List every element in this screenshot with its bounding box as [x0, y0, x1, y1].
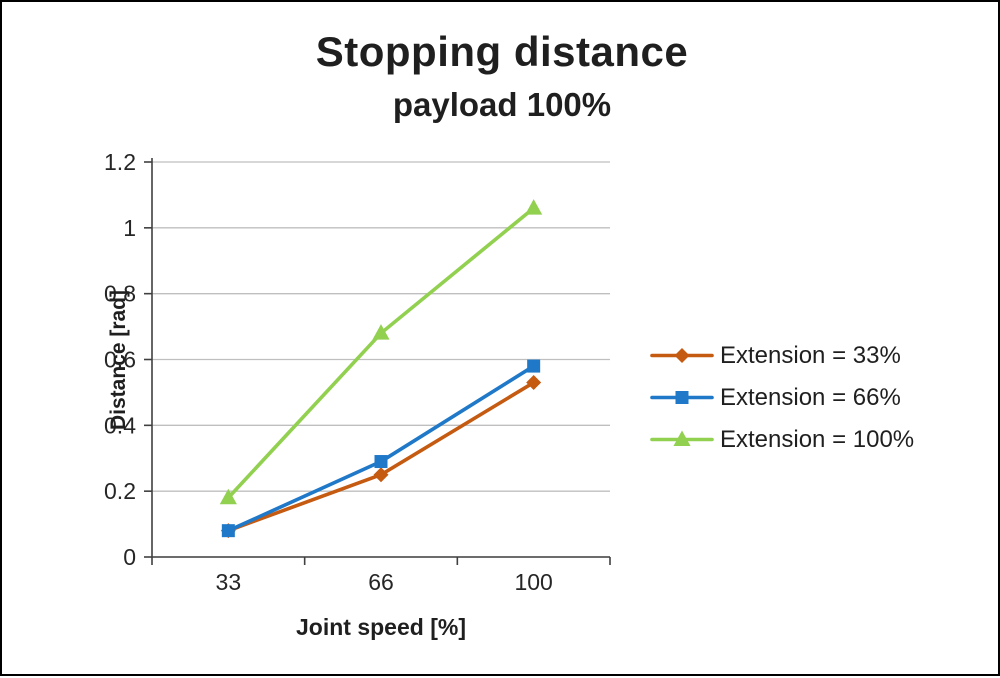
legend-label: Extension = 100% — [720, 425, 915, 453]
svg-text:1: 1 — [123, 215, 136, 241]
legend-item: Extension = 66% — [650, 384, 914, 411]
legend-sample-diamond-icon — [650, 348, 714, 363]
svg-text:0.8: 0.8 — [104, 281, 136, 307]
svg-text:0.6: 0.6 — [104, 347, 136, 373]
legend-label: Extension = 33% — [720, 341, 901, 369]
svg-text:33: 33 — [216, 569, 242, 595]
svg-text:0.2: 0.2 — [104, 478, 136, 504]
svg-text:100: 100 — [514, 569, 552, 595]
y-axis-title: Distance [rad] — [107, 289, 130, 431]
svg-text:0.4: 0.4 — [104, 412, 136, 438]
legend-item: Extension = 100% — [650, 426, 914, 453]
svg-text:1.2: 1.2 — [104, 149, 136, 175]
legend-sample-triangle-icon — [650, 430, 714, 446]
chart-legend: Extension = 33% Extension = 66% Extensio… — [650, 342, 914, 453]
x-axis-title: Joint speed [%] — [296, 614, 466, 640]
legend-label: Extension = 66% — [720, 383, 901, 411]
legend-item: Extension = 33% — [650, 342, 914, 369]
legend-sample-square-icon — [650, 391, 714, 404]
svg-text:66: 66 — [368, 569, 394, 595]
chart-title: Stopping distance — [315, 28, 689, 75]
chart-subtitle: payload 100% — [392, 86, 612, 123]
svg-text:0: 0 — [123, 544, 136, 570]
